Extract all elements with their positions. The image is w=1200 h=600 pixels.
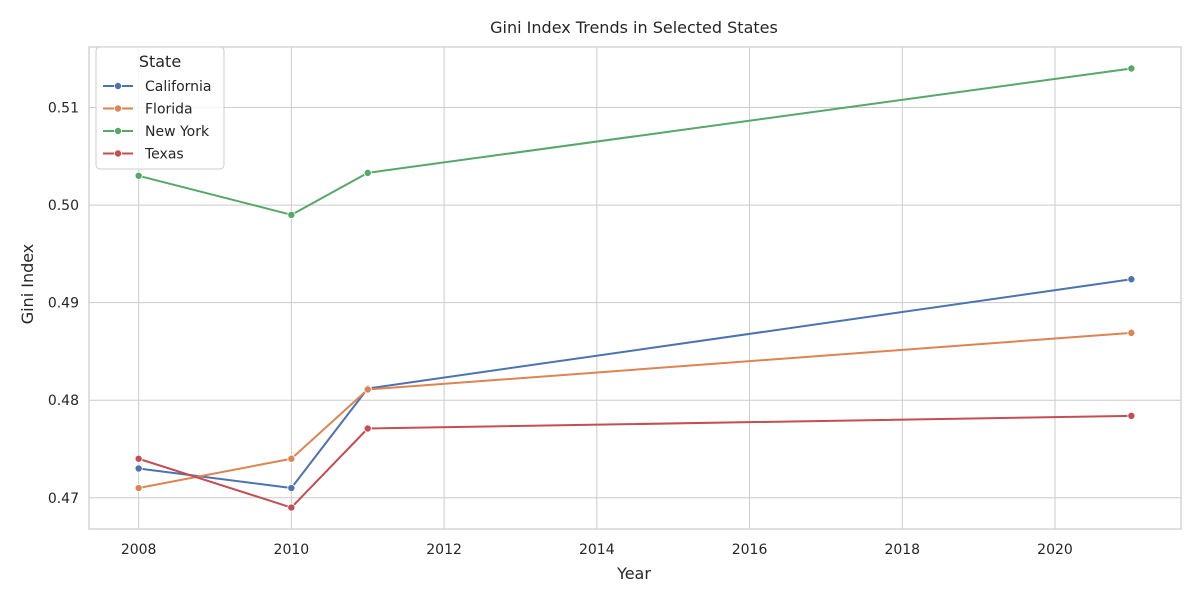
data-point-new-york [1127, 64, 1136, 73]
x-tick-label: 2010 [274, 542, 310, 558]
x-tick-label: 2020 [1037, 542, 1073, 558]
legend-box [95, 46, 225, 170]
data-point-new-york [287, 210, 296, 219]
y-tick-label: 0.47 [48, 491, 79, 507]
legend-marker [114, 127, 123, 136]
legend-label: Texas [144, 147, 184, 163]
legend-label: New York [145, 124, 210, 140]
y-tick-label: 0.50 [48, 198, 79, 214]
data-point-texas [287, 503, 296, 512]
legend-items: California Florida New York Texas [103, 79, 211, 163]
series-line-california [138, 278, 1132, 490]
data-point-texas [363, 424, 372, 433]
legend-marker [114, 82, 123, 91]
y-tick-label: 0.49 [48, 296, 79, 312]
legend-label: California [145, 79, 211, 95]
series-new-york [134, 64, 1136, 219]
legend-label: Florida [145, 102, 193, 118]
y-tick-label: 0.51 [48, 100, 79, 116]
series-line-florida [138, 331, 1132, 490]
data-point-california [1127, 275, 1136, 284]
data-point-florida [1127, 328, 1136, 337]
y-axis-label: Gini Index [18, 244, 37, 325]
legend-item-new-york[interactable]: New York [103, 124, 210, 140]
data-point-texas [134, 454, 143, 463]
series-line-new-york [138, 67, 1132, 216]
legend[interactable]: State California Florida New York Texas [95, 46, 225, 170]
grid-lines [89, 47, 1181, 529]
x-tick-label: 2014 [579, 542, 615, 558]
data-point-texas [1127, 411, 1136, 420]
data-point-california [134, 464, 143, 473]
y-tick-label: 0.48 [48, 393, 79, 409]
x-axis-label: Year [616, 564, 651, 583]
data-point-california [287, 484, 296, 493]
plot-frame [88, 46, 1182, 530]
x-tick-label: 2008 [121, 542, 157, 558]
legend-marker [114, 149, 123, 158]
legend-title: State [139, 52, 181, 71]
legend-marker [114, 104, 123, 113]
legend-item-california[interactable]: California [103, 79, 211, 95]
chart-title: Gini Index Trends in Selected States [490, 18, 778, 37]
tick-labels: 2008 2010 2012 2014 2016 2018 2020 0.47 0.48 0.49… [48, 100, 1073, 558]
x-tick-label: 2012 [426, 542, 462, 558]
series-line-texas [138, 414, 1132, 509]
legend-item-texas[interactable]: Texas [103, 147, 184, 163]
data-point-new-york [363, 168, 372, 177]
data-point-new-york [134, 171, 143, 180]
x-tick-label: 2016 [732, 542, 768, 558]
series-florida [134, 328, 1136, 493]
x-tick-label: 2018 [884, 542, 920, 558]
series-texas [134, 411, 1136, 512]
series-group [134, 64, 1136, 512]
data-point-florida [287, 454, 296, 463]
data-point-florida [363, 385, 372, 394]
legend-item-florida[interactable]: Florida [103, 102, 193, 118]
data-point-florida [134, 484, 143, 493]
